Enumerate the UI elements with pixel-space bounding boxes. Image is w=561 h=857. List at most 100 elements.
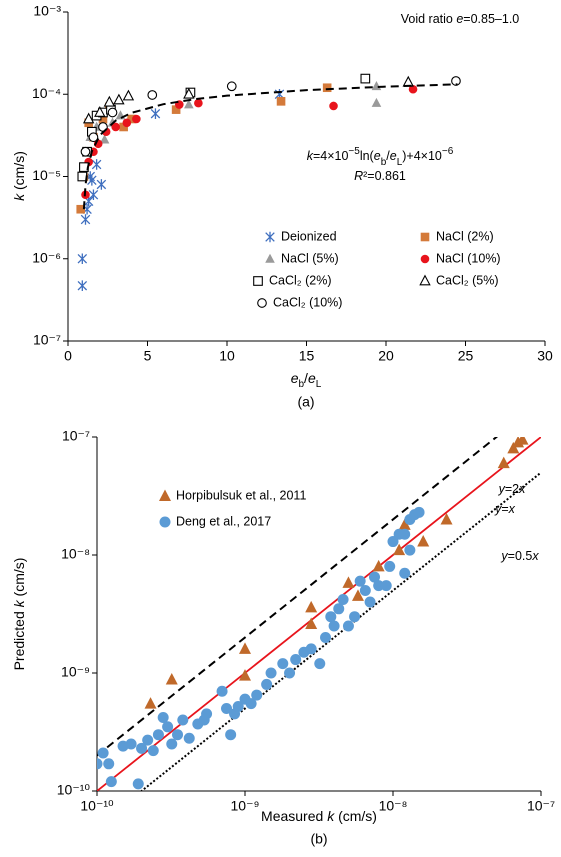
panel-label: (a) bbox=[297, 394, 314, 410]
circle-marker bbox=[97, 747, 109, 759]
y-tick-label: 10⁻⁵ bbox=[32, 167, 61, 183]
annotation-part: R bbox=[354, 169, 363, 183]
circle-marker bbox=[404, 544, 416, 556]
y-tick-label: 10⁻¹⁰ bbox=[57, 782, 91, 798]
x-axis-label-part: L bbox=[316, 379, 322, 390]
triangle-marker bbox=[351, 589, 364, 601]
circle-marker bbox=[201, 708, 213, 720]
square-marker bbox=[420, 232, 430, 242]
circle-marker bbox=[194, 98, 203, 108]
reference-line-label-part: y bbox=[494, 502, 502, 516]
panel-label: (b) bbox=[310, 831, 327, 847]
y-tick-label: 10⁻⁹ bbox=[61, 664, 90, 680]
x-tick-label: 30 bbox=[537, 348, 553, 364]
annotation: R²=0.861 bbox=[354, 169, 406, 183]
x-tick-label: 10⁻⁸ bbox=[379, 798, 408, 814]
x-axis-label-part: k bbox=[327, 808, 335, 824]
annotation-part: Void ratio bbox=[401, 12, 457, 26]
triangle-marker bbox=[94, 106, 106, 117]
triangle-marker bbox=[239, 642, 251, 654]
square-marker bbox=[171, 105, 181, 114]
asterisk-marker bbox=[96, 179, 107, 190]
circle-marker bbox=[132, 114, 141, 124]
x-axis-label-part: e bbox=[308, 370, 316, 386]
asterisk-marker bbox=[265, 231, 275, 243]
circle-marker bbox=[257, 298, 267, 308]
annotation-part: / bbox=[386, 149, 390, 163]
triangle-marker bbox=[371, 97, 382, 107]
circle-marker bbox=[183, 732, 195, 744]
triangle-marker bbox=[402, 75, 414, 87]
triangle-marker bbox=[440, 512, 453, 525]
circle-marker bbox=[97, 758, 103, 770]
asterisk-marker bbox=[88, 189, 99, 201]
reference-line-label: y=0.5x bbox=[500, 549, 539, 563]
y-tick-label: 10⁻⁷ bbox=[33, 332, 61, 348]
x-axis-label-part: (cm/s) bbox=[334, 808, 377, 824]
circle-marker bbox=[369, 571, 381, 583]
circle-marker bbox=[290, 654, 302, 666]
circle-marker bbox=[364, 596, 376, 608]
circle-marker bbox=[359, 585, 371, 597]
annotation-part: −6 bbox=[442, 146, 454, 157]
circle-marker bbox=[232, 701, 244, 713]
x-tick-label: 10⁻⁷ bbox=[527, 798, 555, 814]
square-marker bbox=[127, 114, 136, 124]
x-tick-label: 25 bbox=[458, 348, 474, 364]
x-tick-label: 10⁻⁹ bbox=[231, 798, 260, 814]
annotation: Void ratio e=0.85–1.0 bbox=[401, 12, 520, 26]
y-tick-label: 10⁻⁸ bbox=[61, 546, 90, 562]
x-tick-label: 10⁻¹⁰ bbox=[80, 798, 114, 814]
annotation-part: L bbox=[397, 157, 403, 168]
triangle-marker bbox=[239, 669, 251, 681]
reference-line bbox=[97, 437, 541, 791]
asterisk-marker bbox=[77, 280, 88, 292]
circle-marker bbox=[122, 118, 132, 128]
circle-marker bbox=[337, 593, 349, 605]
reference-line-label-part: =2 bbox=[505, 482, 519, 496]
circle-marker bbox=[162, 721, 174, 733]
annotation-part: −5 bbox=[348, 146, 360, 157]
reference-line bbox=[139, 471, 541, 791]
x-axis-label: Measured k (cm/s) bbox=[261, 808, 377, 824]
triangle-marker bbox=[497, 456, 510, 469]
legend-label: CaCl₂ (5%) bbox=[436, 273, 499, 287]
circle-marker bbox=[88, 132, 99, 143]
triangle-marker bbox=[82, 112, 95, 124]
triangle-marker bbox=[265, 253, 275, 263]
triangle-marker bbox=[184, 99, 194, 109]
circle-marker bbox=[147, 90, 158, 100]
circle-marker bbox=[349, 611, 361, 623]
legend-label: NaCl (2%) bbox=[436, 229, 494, 243]
reference-line-label-part: x bbox=[508, 502, 516, 516]
circle-marker bbox=[166, 738, 178, 750]
circle-marker bbox=[384, 560, 396, 572]
circle-marker bbox=[152, 729, 164, 741]
x-tick-label: 15 bbox=[299, 348, 315, 364]
triangle-marker bbox=[144, 697, 157, 709]
fit-curve bbox=[82, 83, 458, 210]
x-axis-label-part: e bbox=[291, 370, 299, 386]
y-tick-label: 10⁻⁶ bbox=[32, 249, 61, 265]
circle-marker bbox=[107, 107, 118, 118]
y-tick-label: 10⁻⁷ bbox=[62, 428, 90, 444]
annotation-part: e bbox=[456, 12, 463, 26]
circle-marker bbox=[157, 711, 169, 723]
asterisk-marker bbox=[150, 108, 161, 120]
x-axis-label-part: b bbox=[298, 379, 304, 390]
annotation-part: =0.85–1.0 bbox=[463, 12, 519, 26]
circle-marker bbox=[420, 254, 430, 264]
annotation-part: k bbox=[307, 149, 314, 163]
annotation: k=4×10−5ln(eb/eL)+4×10−6 bbox=[307, 146, 454, 168]
triangle-marker bbox=[305, 600, 318, 613]
circle-marker bbox=[225, 729, 237, 741]
x-tick-label: 10 bbox=[219, 348, 235, 364]
triangle-marker bbox=[305, 617, 318, 630]
circle-marker bbox=[387, 536, 399, 548]
triangle-marker bbox=[113, 93, 125, 105]
y-axis-label: k (cm/s) bbox=[11, 151, 27, 201]
legend-label: CaCl₂ (2%) bbox=[269, 273, 332, 287]
triangle-marker bbox=[371, 80, 382, 91]
legend-label: Deng et al., 2017 bbox=[176, 514, 271, 528]
